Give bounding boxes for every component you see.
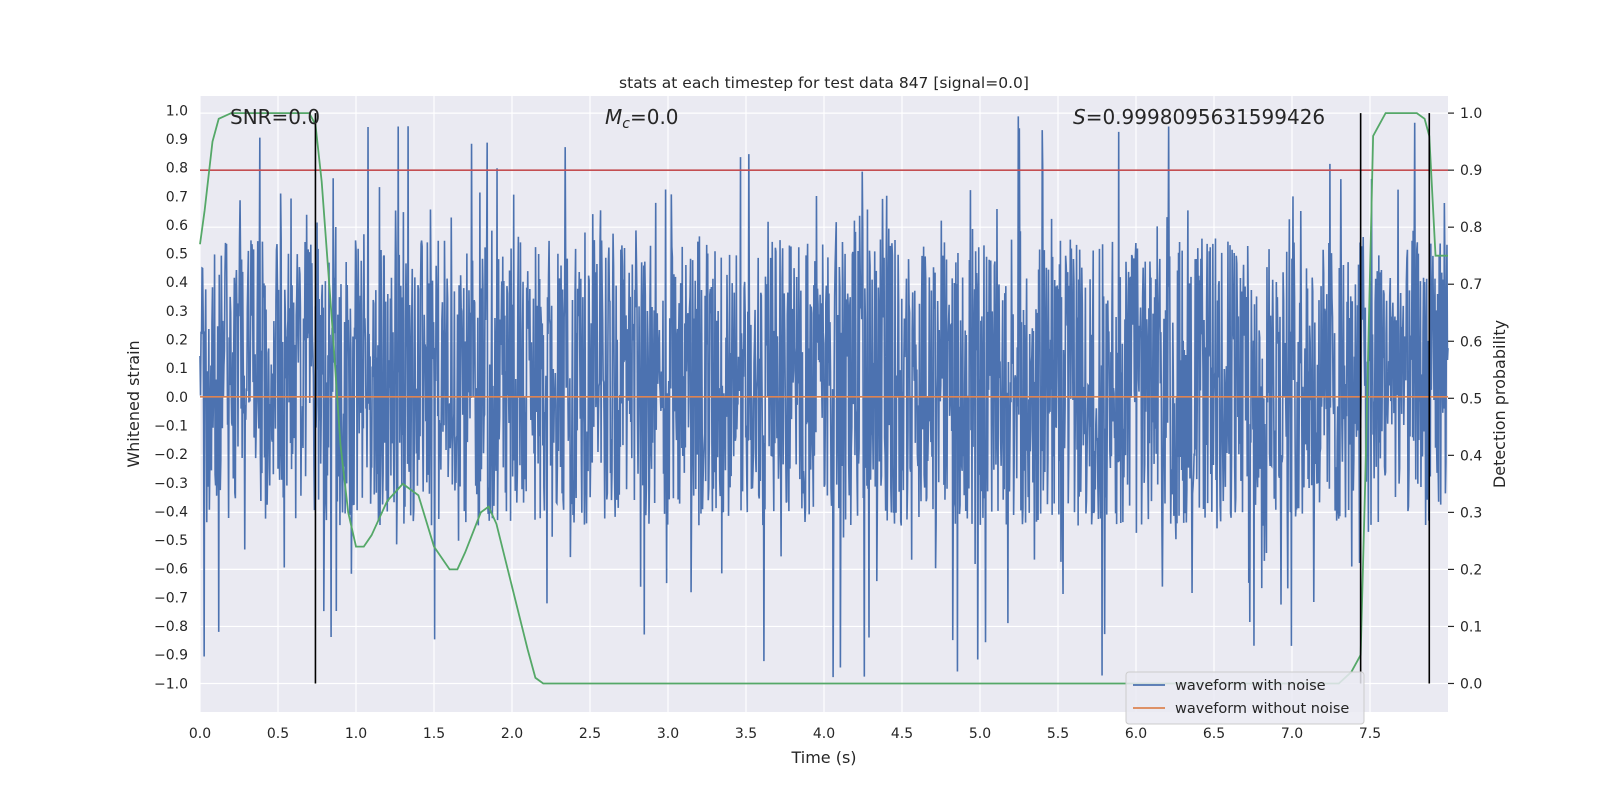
y2-tick-label: 0.0 (1460, 676, 1482, 692)
y-tick-label: −0.7 (154, 590, 188, 606)
x-tick-label: 6.0 (1125, 726, 1147, 742)
s-value: =0.9998095631599426 (1086, 105, 1325, 129)
x-tick-label: 1.0 (345, 726, 367, 742)
waveform-with-noise-line (199, 116, 1449, 678)
y2-axis-label: Detection probability (1490, 320, 1509, 488)
y2-tick-label: 0.4 (1460, 448, 1482, 464)
y-tick-label: −0.9 (154, 648, 188, 664)
y-tick-label: −0.6 (154, 562, 188, 578)
s-annotation: S=0.9998095631599426 (1073, 105, 1325, 129)
mc-annotation: Mc=0.0 (605, 105, 679, 132)
x-tick-label: 6.5 (1203, 726, 1225, 742)
x-tick-label: 3.0 (657, 726, 679, 742)
x-tick-label: 0.5 (267, 726, 289, 742)
legend-box (1125, 671, 1365, 725)
y-tick-label: −0.3 (154, 476, 188, 492)
y2-tick-label: 0.1 (1460, 619, 1482, 635)
y-tick-label: −0.1 (154, 418, 188, 434)
y-tick-label: 0.6 (166, 218, 188, 234)
y2-tick-label: 0.5 (1460, 391, 1482, 407)
y-tick-label: 0.2 (166, 333, 188, 349)
y-axis-label: Whitened strain (124, 340, 143, 467)
y-tick-label: 0.0 (166, 390, 188, 406)
axes: 0.0 0.5 1.0 1.5 2.0 2.5 3.0 3.5 4.0 4.5 5.0 5.5 6.0 6… (154, 103, 1482, 742)
s-symbol: S (1073, 105, 1086, 129)
y-tick-label: −0.8 (154, 619, 188, 635)
y2-tick-label: 0.9 (1460, 163, 1482, 179)
x-tick-label: 1.5 (423, 726, 445, 742)
y2-tick-label: 1.0 (1460, 106, 1482, 122)
mc-value: =0.0 (630, 105, 679, 129)
y-tick-label: 0.7 (166, 189, 188, 205)
y2-tick-label: 0.8 (1460, 220, 1482, 236)
legend-label-clean: waveform without noise (1175, 701, 1349, 717)
y-tick-label: 0.5 (166, 247, 188, 263)
y-tick-label: −0.5 (154, 533, 188, 549)
y-tick-label: −0.2 (154, 447, 188, 463)
x-tick-label: 4.0 (813, 726, 835, 742)
x-tick-label: 4.5 (891, 726, 913, 742)
chart-title: stats at each timestep for test data 847… (619, 74, 1029, 92)
y2-tick-label: 0.6 (1460, 334, 1482, 350)
mc-subscript: c (622, 116, 630, 132)
x-tick-label: 3.5 (735, 726, 757, 742)
y2-tick-label: 0.2 (1460, 562, 1482, 578)
y-tick-label: 0.8 (166, 161, 188, 177)
y-tick-label: −0.4 (154, 504, 188, 520)
x-axis-label: Time (s) (790, 748, 856, 767)
legend-label-noise: waveform with noise (1175, 678, 1326, 694)
y2-tick-label: 0.3 (1460, 505, 1482, 521)
x-tick-label: 5.5 (1047, 726, 1069, 742)
x-tick-label: 2.5 (579, 726, 601, 742)
x-tick-label: 5.0 (969, 726, 991, 742)
mc-symbol: M (605, 105, 622, 129)
x-tick-label: 7.0 (1281, 726, 1303, 742)
series-layer (199, 112, 1449, 685)
y-tick-label: 0.1 (166, 361, 188, 377)
y-tick-label: 1.0 (166, 103, 188, 119)
y-tick-label: 0.4 (166, 275, 188, 291)
y-tick-label: 0.9 (166, 132, 188, 148)
y-tick-label: 0.3 (166, 304, 188, 320)
y2-tick-label: 0.7 (1460, 277, 1482, 293)
snr-annotation: SNR=0.0 (230, 105, 320, 129)
x-tick-label: 0.0 (189, 726, 211, 742)
legend: waveform with noise waveform without noi… (1125, 671, 1365, 725)
x-tick-label: 2.0 (501, 726, 523, 742)
detection-probability-line (199, 112, 1448, 685)
x-tick-label: 7.5 (1359, 726, 1381, 742)
y-tick-label: −1.0 (154, 676, 188, 692)
